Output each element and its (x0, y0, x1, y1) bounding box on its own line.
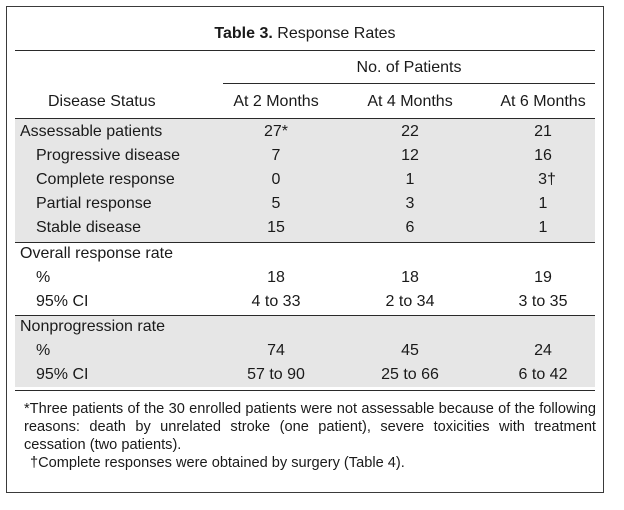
col-header-2-months: At 2 Months (233, 93, 319, 110)
cell-complete-2m: 0 (271, 171, 281, 188)
row-label-overall-response: Overall response rate (20, 245, 173, 262)
rule-header (15, 118, 595, 119)
col-header-6-months: At 6 Months (500, 93, 586, 110)
stub-header: Disease Status (48, 93, 156, 110)
cell-partial-2m: 5 (271, 195, 281, 212)
cell-nonprogression-ci-6m: 6 to 42 (518, 366, 568, 383)
rule-section-1 (15, 242, 595, 243)
table-frame: Table 3. Response Rates No. of Patients … (6, 6, 604, 493)
cell-overall-ci-2m: 4 to 33 (251, 293, 301, 310)
table-title-number: Table 3. (214, 25, 273, 42)
cell-nonprogression-ci-2m: 57 to 90 (247, 366, 305, 383)
cell-progressive-2m: 7 (271, 147, 281, 164)
row-label-nonprogression-ci: 95% CI (36, 366, 89, 383)
cell-complete-4m: 1 (405, 171, 415, 188)
spanner-header: No. of Patients (356, 59, 462, 76)
cell-nonprogression-percent-4m: 45 (401, 342, 419, 359)
row-label-nonprogression: Nonprogression rate (20, 318, 165, 335)
cell-nonprogression-percent-2m: 74 (267, 342, 285, 359)
row-label-progressive: Progressive disease (36, 147, 181, 164)
cell-stable-4m: 6 (405, 219, 415, 236)
cell-assessable-2m: 27* (263, 123, 289, 140)
rule-bottom (15, 390, 595, 391)
cell-progressive-6m: 16 (534, 147, 552, 164)
rule-section-2 (15, 315, 595, 316)
row-label-stable: Stable disease (36, 219, 141, 236)
row-label-overall-percent: % (36, 269, 51, 286)
row-label-overall-ci: 95% CI (36, 293, 89, 310)
band-nonprogression (15, 315, 595, 387)
cell-complete-6m: 3† (538, 171, 556, 188)
cell-overall-percent-2m: 18 (267, 269, 285, 286)
footnote-dagger: †Complete responses were obtained by sur… (30, 455, 405, 471)
cell-overall-percent-4m: 18 (401, 269, 419, 286)
cell-overall-ci-4m: 2 to 34 (385, 293, 435, 310)
cell-partial-6m: 1 (538, 195, 548, 212)
col-header-4-months: At 4 Months (367, 93, 453, 110)
cell-overall-percent-6m: 19 (534, 269, 552, 286)
cell-stable-2m: 15 (267, 219, 285, 236)
rule-spanner (223, 83, 595, 84)
rule-top (15, 50, 595, 51)
row-label-complete: Complete response (36, 171, 175, 188)
row-label-assessable: Assessable patients (20, 123, 163, 140)
table-footnotes: *Three patients of the 30 enrolled patie… (24, 400, 596, 472)
cell-progressive-4m: 12 (401, 147, 419, 164)
cell-stable-6m: 1 (538, 219, 548, 236)
cell-overall-ci-6m: 3 to 35 (518, 293, 568, 310)
cell-nonprogression-percent-6m: 24 (534, 342, 552, 359)
row-label-partial: Partial response (36, 195, 152, 212)
cell-nonprogression-ci-4m: 25 to 66 (381, 366, 439, 383)
band-assessable (15, 119, 595, 242)
row-label-nonprogression-percent: % (36, 342, 51, 359)
cell-assessable-6m: 21 (534, 123, 552, 140)
table-title: Table 3. Response Rates (7, 24, 603, 44)
cell-partial-4m: 3 (405, 195, 415, 212)
cell-assessable-4m: 22 (401, 123, 419, 140)
footnote-asterisk: *Three patients of the 30 enrolled patie… (24, 401, 596, 453)
table-title-text: Response Rates (277, 25, 396, 42)
